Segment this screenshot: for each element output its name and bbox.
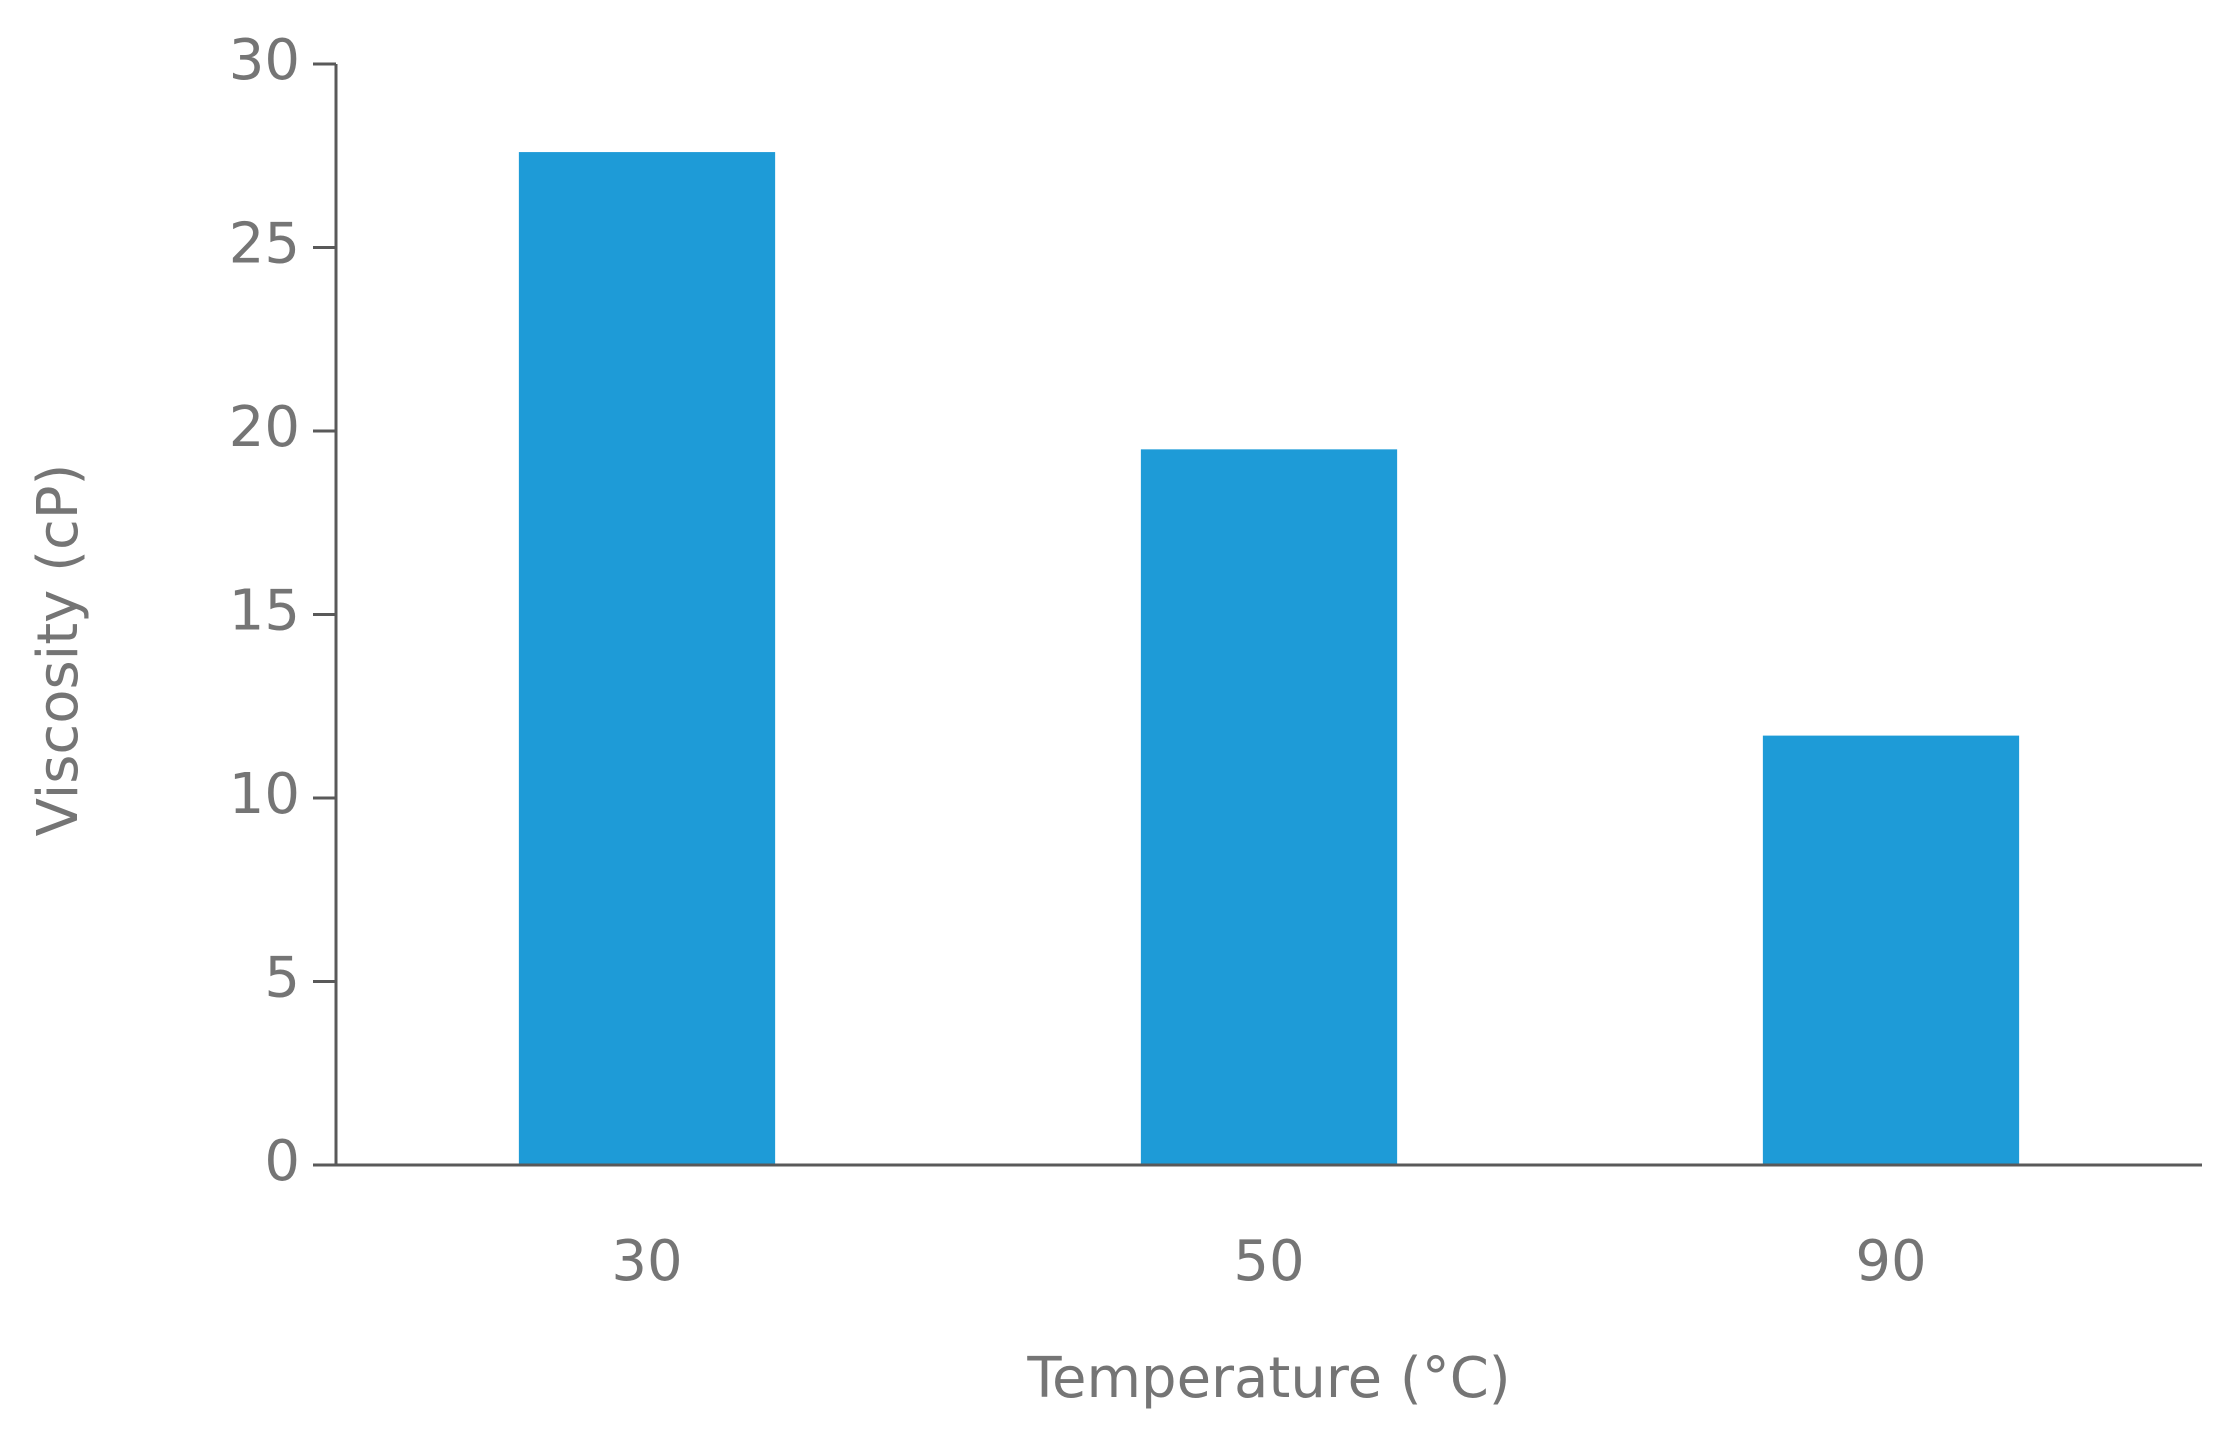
y-tick-label: 10 [229,762,300,827]
bar [1762,735,2020,1165]
y-tick-label: 15 [229,579,300,644]
x-tick-label: 30 [611,1229,682,1294]
bar [518,152,776,1165]
bar [1140,449,1398,1166]
x-tick-label: 50 [1233,1229,1304,1294]
y-tick-label: 25 [229,212,300,277]
y-tick-label: 0 [264,1129,300,1194]
y-tick-label: 30 [229,28,300,93]
y-axis-label: Viscosity (cP) [26,464,91,837]
x-axis-label: Temperature (°C) [1026,1346,1510,1411]
y-tick-label: 5 [264,946,300,1011]
y-tick-label: 20 [229,395,300,460]
x-tick-label: 90 [1855,1229,1926,1294]
